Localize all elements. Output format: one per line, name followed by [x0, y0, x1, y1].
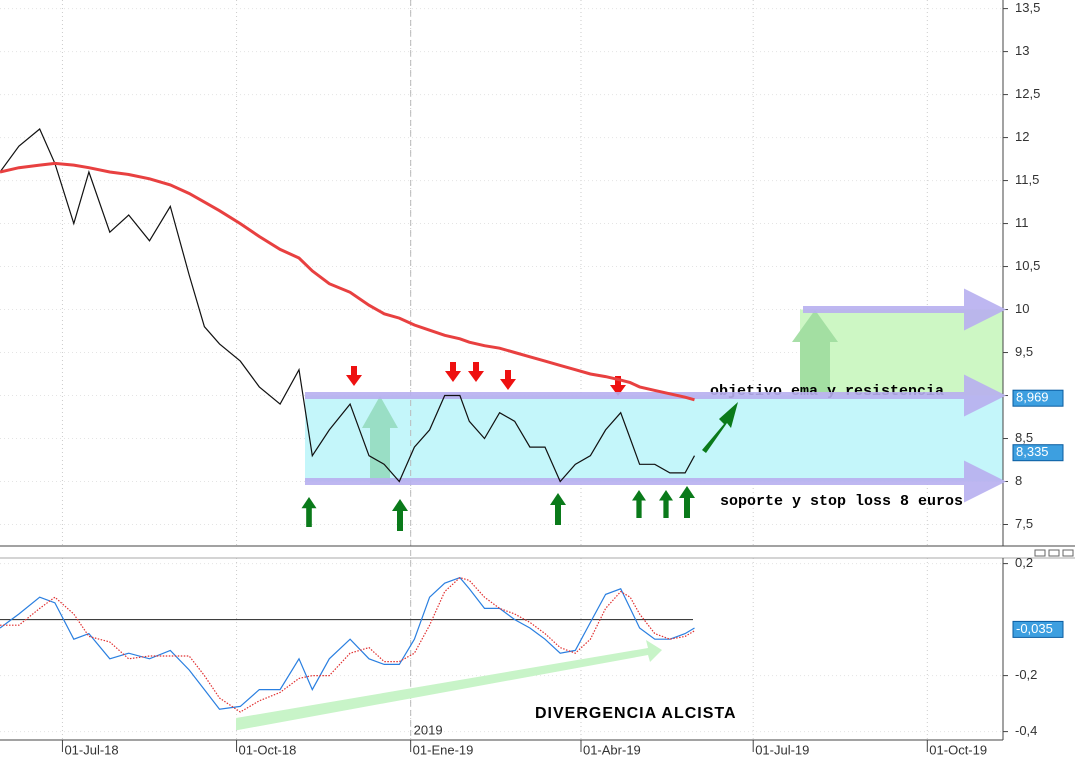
up-arrow — [550, 493, 566, 525]
x-tick-label: 01-Jul-18 — [64, 742, 118, 757]
faint-arrow — [362, 396, 398, 484]
price-marker-label: 8,969 — [1016, 390, 1049, 405]
series-line — [0, 576, 695, 710]
y-tick-label: 0,2 — [1015, 555, 1033, 570]
x-tick-label: 01-Ene-19 — [413, 742, 474, 757]
x-tick-label: 01-Oct-18 — [239, 742, 297, 757]
x-tick-label: 01-Oct-19 — [929, 742, 987, 757]
panel-button[interactable] — [1034, 549, 1046, 557]
year-label: 2019 — [414, 722, 443, 737]
down-arrow — [445, 362, 461, 382]
down-arrow — [468, 362, 484, 382]
down-arrow — [500, 370, 516, 390]
y-tick-label: 10,5 — [1015, 258, 1040, 273]
y-tick-label: 8,5 — [1015, 430, 1033, 445]
y-tick-label: 9,5 — [1015, 344, 1033, 359]
diag-arrow — [702, 402, 738, 453]
y-tick-label: 8 — [1015, 473, 1022, 488]
series-line — [0, 576, 695, 713]
y-tick-label: 12,5 — [1015, 86, 1040, 101]
y-tick-label: 11,5 — [1015, 172, 1039, 187]
panel-button[interactable] — [1048, 549, 1060, 557]
up-arrow — [659, 490, 673, 518]
x-tick-label: 01-Jul-19 — [755, 742, 809, 757]
y-tick-label: 12 — [1015, 129, 1029, 144]
y-tick-label: 13 — [1015, 43, 1029, 58]
arrows — [236, 310, 838, 730]
faint-arrow — [792, 310, 838, 392]
y-tick-label: 10 — [1015, 301, 1029, 316]
y-tick-label: -0,2 — [1015, 667, 1037, 682]
price-marker-label: 8,335 — [1016, 444, 1049, 459]
price-marker — [1012, 620, 1064, 638]
up-arrow — [679, 486, 695, 518]
annotation: soporte y stop loss 8 euros — [720, 493, 963, 510]
series-line — [0, 161, 695, 402]
annotation: DIVERGENCIA ALCISTA — [535, 705, 737, 722]
divergence-arrow — [236, 640, 662, 730]
price-marker — [1012, 444, 1064, 462]
y-tick-label: -0,4 — [1015, 723, 1037, 738]
series-line — [0, 128, 696, 483]
panel-button[interactable] — [1062, 549, 1074, 557]
up-arrow — [392, 499, 408, 531]
x-tick-label: 01-Abr-19 — [583, 742, 641, 757]
up-arrow — [632, 490, 646, 518]
y-tick-label: 11 — [1015, 215, 1029, 230]
background — [0, 0, 1003, 740]
range-box — [305, 395, 1003, 482]
price-marker — [1012, 389, 1064, 407]
price-marker-label: -0,035 — [1016, 621, 1053, 636]
up-arrow — [301, 497, 317, 527]
y-tick-label: 13,5 — [1015, 0, 1040, 15]
y-tick-label: 7,5 — [1015, 516, 1033, 531]
down-arrow — [346, 366, 362, 386]
